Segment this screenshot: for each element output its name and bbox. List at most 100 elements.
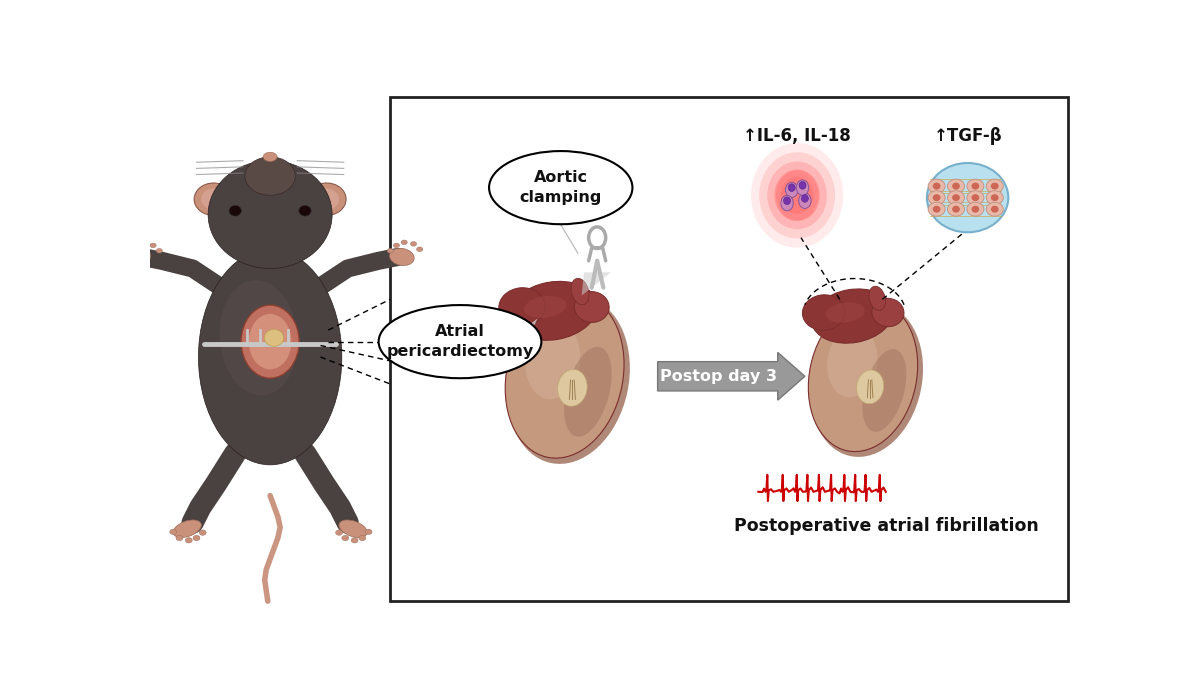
Ellipse shape (776, 170, 818, 220)
Ellipse shape (505, 294, 624, 458)
Ellipse shape (809, 301, 918, 452)
Ellipse shape (991, 206, 998, 213)
Ellipse shape (264, 330, 283, 346)
Ellipse shape (336, 530, 342, 536)
Ellipse shape (185, 538, 192, 543)
Ellipse shape (788, 184, 796, 191)
Ellipse shape (751, 143, 844, 247)
Ellipse shape (952, 194, 960, 201)
Ellipse shape (379, 305, 541, 378)
Ellipse shape (767, 162, 827, 229)
Ellipse shape (948, 179, 965, 193)
Ellipse shape (263, 152, 277, 162)
Ellipse shape (972, 206, 979, 213)
Ellipse shape (509, 281, 598, 340)
Polygon shape (522, 319, 538, 353)
Text: Atrial
pericardiectomy: Atrial pericardiectomy (386, 324, 534, 359)
Ellipse shape (169, 529, 176, 535)
Ellipse shape (986, 202, 1003, 216)
Ellipse shape (173, 520, 202, 538)
Ellipse shape (499, 287, 545, 326)
Ellipse shape (338, 520, 367, 538)
Ellipse shape (827, 327, 877, 397)
Ellipse shape (926, 163, 1008, 232)
Ellipse shape (220, 280, 298, 395)
FancyBboxPatch shape (390, 97, 1068, 601)
Ellipse shape (342, 536, 349, 540)
FancyArrow shape (658, 352, 805, 400)
Text: ↑TGF-β: ↑TGF-β (934, 127, 1002, 145)
Ellipse shape (932, 182, 941, 189)
Ellipse shape (564, 347, 612, 437)
Ellipse shape (986, 179, 1003, 193)
Ellipse shape (967, 202, 984, 216)
Ellipse shape (575, 292, 610, 323)
Ellipse shape (967, 191, 984, 205)
Ellipse shape (156, 249, 162, 253)
Ellipse shape (245, 157, 295, 196)
Ellipse shape (991, 182, 998, 189)
Ellipse shape (972, 194, 979, 201)
Ellipse shape (799, 193, 811, 209)
Ellipse shape (781, 177, 814, 214)
Ellipse shape (359, 536, 366, 540)
Ellipse shape (760, 152, 835, 238)
Ellipse shape (784, 197, 791, 205)
Ellipse shape (967, 179, 984, 193)
Text: ↑IL-6, IL-18: ↑IL-6, IL-18 (743, 127, 851, 145)
Ellipse shape (299, 205, 311, 216)
Ellipse shape (802, 195, 809, 202)
Ellipse shape (928, 202, 946, 216)
Ellipse shape (241, 305, 299, 378)
Ellipse shape (248, 314, 292, 370)
Ellipse shape (869, 286, 886, 310)
Ellipse shape (810, 303, 923, 457)
Ellipse shape (558, 370, 587, 406)
Ellipse shape (410, 242, 416, 246)
Ellipse shape (401, 240, 407, 245)
Ellipse shape (928, 179, 946, 193)
Ellipse shape (198, 249, 342, 465)
Ellipse shape (786, 182, 798, 198)
Ellipse shape (193, 536, 200, 540)
Ellipse shape (863, 349, 906, 432)
Ellipse shape (124, 247, 130, 252)
Ellipse shape (932, 194, 941, 201)
Ellipse shape (928, 191, 946, 205)
Ellipse shape (571, 278, 589, 305)
Ellipse shape (208, 161, 332, 269)
Ellipse shape (150, 243, 156, 247)
Ellipse shape (972, 182, 979, 189)
Ellipse shape (508, 296, 630, 464)
Ellipse shape (774, 169, 820, 221)
Ellipse shape (140, 240, 146, 245)
Text: Postop day 3: Postop day 3 (660, 369, 776, 384)
Ellipse shape (313, 189, 340, 210)
Text: Postoperative atrial fibrillation: Postoperative atrial fibrillation (734, 518, 1039, 536)
Ellipse shape (365, 529, 372, 535)
Ellipse shape (857, 370, 883, 404)
Ellipse shape (352, 538, 358, 543)
Ellipse shape (797, 180, 809, 196)
Ellipse shape (202, 189, 228, 210)
Ellipse shape (416, 247, 422, 252)
Ellipse shape (126, 248, 151, 265)
Ellipse shape (781, 196, 793, 211)
Polygon shape (582, 272, 611, 296)
Ellipse shape (986, 191, 1003, 205)
Ellipse shape (948, 191, 965, 205)
Ellipse shape (307, 183, 346, 216)
Ellipse shape (199, 530, 206, 536)
Ellipse shape (803, 295, 845, 330)
Ellipse shape (811, 289, 893, 343)
Ellipse shape (872, 299, 904, 327)
Ellipse shape (194, 183, 233, 216)
Ellipse shape (388, 249, 394, 253)
Ellipse shape (952, 182, 960, 189)
Ellipse shape (229, 205, 241, 216)
Ellipse shape (826, 303, 865, 323)
Text: Aortic
clamping: Aortic clamping (520, 170, 602, 205)
Ellipse shape (390, 248, 414, 265)
Ellipse shape (526, 323, 581, 399)
Ellipse shape (952, 206, 960, 213)
